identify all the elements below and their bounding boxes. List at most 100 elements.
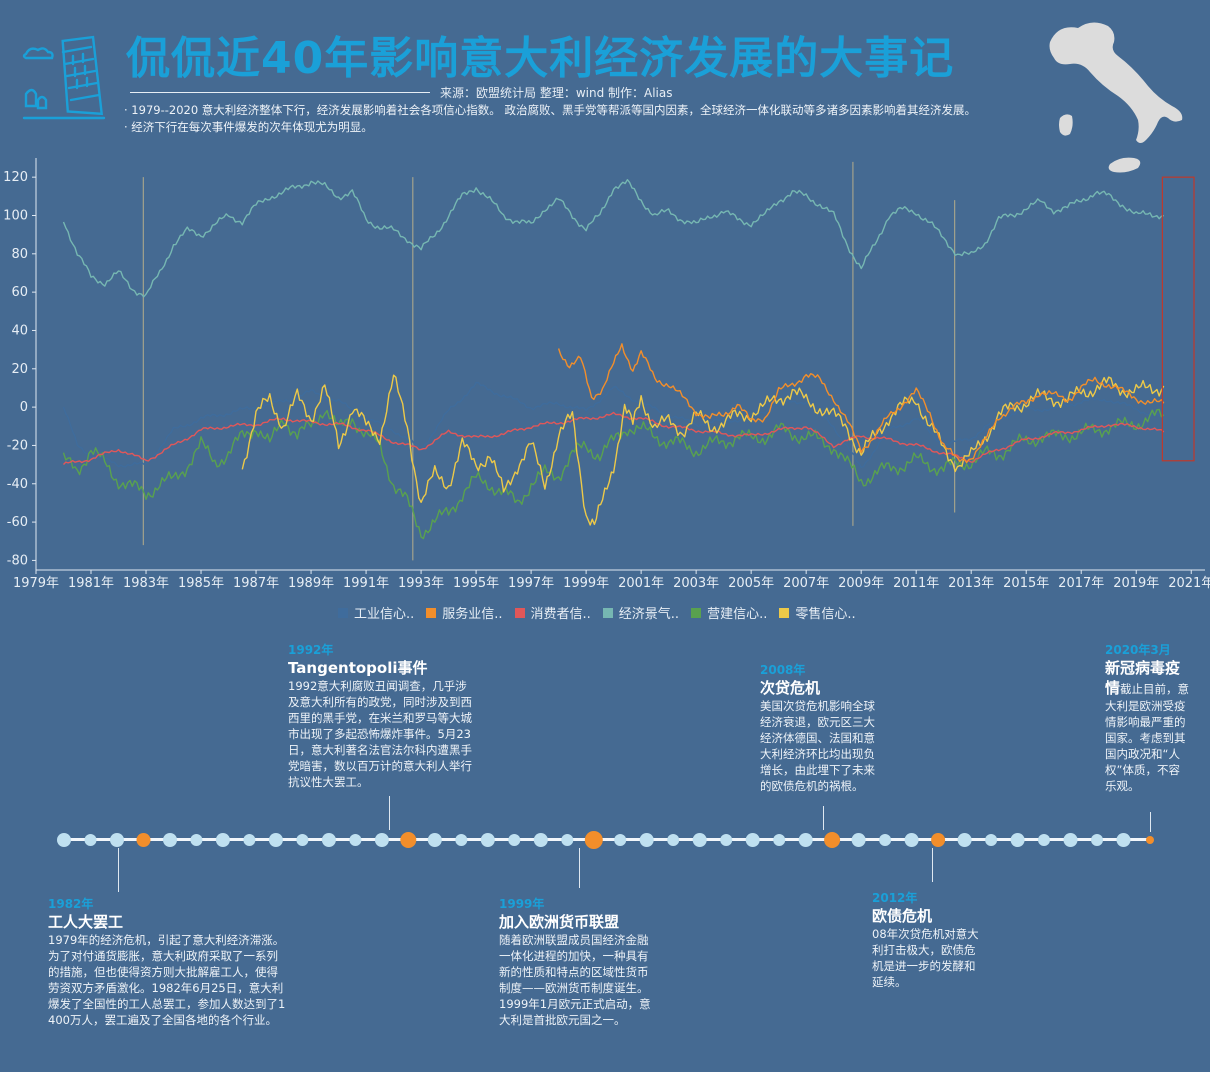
event-text: 情影响最严重的 [1105,715,1186,729]
x-tick-label: 2019年 [1113,576,1159,591]
y-tick-label: -40 [7,477,28,492]
timeline-dot[interactable] [508,834,521,846]
timeline-dot[interactable] [268,833,283,847]
event-title: Tangentopoli事件 [288,659,428,677]
timeline-dot[interactable] [215,833,230,847]
timeline-dot[interactable] [851,833,866,847]
timeline-dot[interactable] [561,834,574,846]
description-line: · 经济下行在每次事件爆发的次年体现尤为明显。 [124,120,373,134]
timeline-dot[interactable] [349,834,362,846]
timeline-dot[interactable] [163,833,177,847]
timeline-event-dot[interactable] [584,831,603,849]
event-text: 的欧债危机的祸根。 [760,779,864,793]
timeline-dot[interactable] [321,833,336,847]
timeline-dot[interactable] [427,833,442,847]
leader-line [118,848,119,892]
timeline-dot[interactable] [1116,833,1131,847]
timeline-dot[interactable] [57,833,71,847]
event-text: 为了对付通货膨胀，意大利政府采取了一系列 [48,949,278,963]
timeline-event-dot[interactable] [931,833,946,847]
timeline-dot[interactable] [1038,834,1050,846]
event-1982: 1982年 工人大罢工 1979年的经济危机，引起了意大利经济滞涨。 为了对付通… [48,896,308,1028]
x-tick-label: 1983年 [123,576,169,591]
x-tick-label: 1997年 [508,576,554,591]
leader-line [932,848,933,882]
event-text: 及意大利所有的政党，同时涉及到西 [288,695,472,709]
event-text: 增长，由此埋下了未来 [760,763,875,777]
x-tick-label: 2007年 [783,576,829,591]
event-2008: 2008年 次贷危机 美国次贷危机影响全球 经济衰退，欧元区三大 经济体德国、法… [760,662,910,794]
event-text: 的措施，但也使得资方则大批解雇工人，使得 [48,965,278,979]
legend-swatch [514,607,525,618]
timeline-dot[interactable] [243,834,256,846]
timeline-dot[interactable] [1063,833,1078,847]
event-2012: 2012年 欧债危机 08年次贷危机对意大 利打击极大，欧债危 机是进一步的发酵… [872,890,1012,990]
timeline-dot[interactable] [110,833,124,847]
source-note: 来源：欧盟统计局 整理：wind 制作：Alias [440,86,673,100]
timeline-dot[interactable] [957,833,972,847]
timeline-dot[interactable] [667,834,680,846]
legend-item-consumer[interactable]: 消费者信.. [514,603,591,622]
timeline-dot[interactable] [773,834,786,846]
event-text: 新的性质和特点的区域性货币 [499,965,649,979]
timeline-event-dot[interactable] [136,833,151,847]
timeline-dot[interactable] [720,834,733,846]
event-text: 党暗害，数以百万计的意大利人举行 [288,759,472,773]
leader-line [389,796,390,830]
timeline-dot[interactable] [798,833,813,847]
legend-item-sentiment[interactable]: 经济景气.. [602,603,679,622]
timeline-dot[interactable] [296,834,309,846]
event-text: 延续。 [872,975,907,989]
legend-swatch [426,607,437,618]
timeline-event-dot[interactable] [400,832,417,848]
timeline-dot[interactable] [533,833,548,847]
event-year: 1982年 [48,897,94,911]
event-title: 新冠病毒疫 [1105,659,1181,677]
y-tick-label: 120 [3,170,28,185]
event-year: 2012年 [872,891,918,905]
x-tick-label: 1979年 [13,576,59,591]
event-2020: 2020年3月 新冠病毒疫 情截止目前，意 大利是欧洲受疫 情影响最严重的 国家… [1105,642,1201,794]
event-text: 抗议性大罢工。 [288,775,369,789]
event-text: 经济体德国、法国和意 [760,731,875,745]
x-tick-label: 2009年 [838,576,884,591]
timeline-dot[interactable] [985,834,998,846]
timeline-event-dot[interactable] [1146,836,1154,844]
timeline-dot[interactable] [480,833,495,847]
description-line: · 1979--2020 意大利经济整体下行，经济发展影响着社会各项信心指数。 … [124,103,976,117]
legend-item-retail[interactable]: 零售信心.. [779,603,856,622]
timeline-dot[interactable] [455,834,468,846]
x-tick-label: 2013年 [948,576,994,591]
legend-label: 零售信心.. [795,607,856,622]
timeline-dot[interactable] [374,833,389,847]
legend-label: 营建信心.. [707,607,768,622]
y-tick-label: -20 [7,438,28,453]
event-text: 大利是首批欧元国之一。 [499,1013,626,1027]
series-line-2 [62,411,1165,465]
legend-item-industry[interactable]: 工业信心.. [338,603,414,622]
timeline-dot[interactable] [1010,833,1025,847]
timeline-dot[interactable] [614,834,627,846]
x-tick-label: 1981年 [68,576,114,591]
y-tick-label: -80 [7,553,28,568]
timeline-axis [62,838,1152,841]
timeline-dot[interactable] [190,834,203,846]
timeline-dot[interactable] [639,833,654,847]
line-chart: 120 100 80 60 40 20 0 -20 -40 -60 -80 1979年 1981年 198… [3,158,1210,591]
event-text: 劳资双方矛盾激化。1982年6月25日，意大利 [48,981,284,995]
timeline-dot[interactable] [1091,834,1103,846]
timeline-dot[interactable] [692,833,707,847]
event-year: 1999年 [499,897,545,911]
timeline-dot[interactable] [879,834,892,846]
x-tick-label: 2017年 [1058,576,1104,591]
timeline-dot[interactable] [904,833,919,847]
legend-item-services[interactable]: 服务业信.. [426,603,503,622]
event-year: 2008年 [760,663,806,677]
timeline-dot[interactable] [84,834,97,846]
timeline-event-dot[interactable] [824,832,841,848]
event-text: 机是进一步的发酵和 [872,959,976,973]
legend-item-construction[interactable]: 营建信心.. [691,603,767,622]
timeline-dot[interactable] [745,833,760,847]
event-title: 情 [1105,679,1121,697]
event-year: 2020年3月 [1105,643,1171,657]
